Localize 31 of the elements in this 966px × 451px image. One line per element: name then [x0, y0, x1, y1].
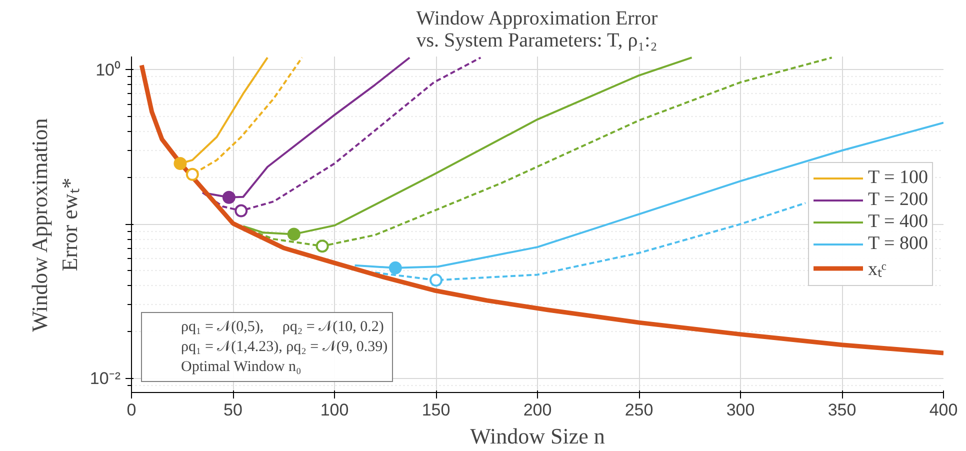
- point: [388, 261, 402, 274]
- legend-label: T = 800: [868, 233, 928, 255]
- y-tick-label: 10⁰: [96, 60, 121, 80]
- point: [186, 168, 199, 181]
- x-tick-label: 400: [929, 400, 958, 420]
- x-tick-label: 200: [523, 400, 552, 420]
- point: [222, 190, 236, 204]
- x-tick-label: 100: [320, 400, 349, 420]
- legend-label: xₜᶜ: [868, 258, 888, 281]
- y-tick-label: 10⁻²: [90, 368, 121, 388]
- x-tick-label: 250: [624, 400, 654, 420]
- line-series: [139, 63, 944, 356]
- annotation: ρq₁ = 𝒩(1,4.23), ρq₂ = 𝒩(9, 0.39): [181, 338, 388, 356]
- point: [174, 157, 187, 170]
- x-axis-title: Window Size n: [470, 424, 605, 448]
- x-tick-label: 300: [726, 400, 755, 420]
- point: [234, 204, 248, 218]
- x-tick-label: 350: [828, 400, 856, 420]
- x-tick-label: 150: [422, 400, 450, 420]
- x-tick-label: 50: [224, 400, 242, 420]
- y-axis-title: Window Approximation Error ewₜ*: [26, 118, 82, 332]
- legend-label: T = 100: [868, 167, 928, 189]
- legend-label: T = 200: [868, 189, 928, 211]
- point: [287, 228, 300, 241]
- chart-title: Window Approximation Error vs. System Parameters: T, ρ₁:₂: [416, 8, 658, 52]
- x-tick-label: 0: [126, 400, 136, 420]
- annotation: Optimal Window n₀: [181, 358, 302, 376]
- annotation: ρq₁ = 𝒩(0,5), ρq₂ = 𝒩(10, 0.2): [181, 318, 384, 336]
- point: [316, 240, 329, 253]
- point: [430, 274, 442, 287]
- legend-label: T = 400: [868, 211, 928, 233]
